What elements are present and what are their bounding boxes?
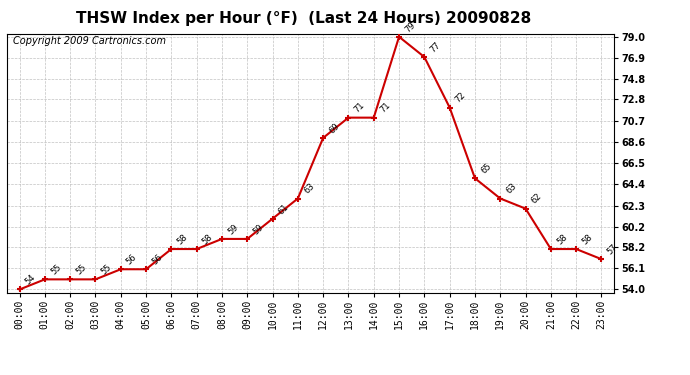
Text: 57: 57	[606, 243, 620, 256]
Text: 65: 65	[479, 162, 493, 176]
Text: 59: 59	[251, 222, 265, 236]
Text: 71: 71	[353, 101, 366, 115]
Text: 79: 79	[403, 20, 417, 34]
Text: 77: 77	[428, 40, 442, 54]
Text: 54: 54	[23, 273, 37, 287]
Text: 59: 59	[226, 222, 240, 236]
Text: Copyright 2009 Cartronics.com: Copyright 2009 Cartronics.com	[13, 36, 166, 46]
Text: 69: 69	[327, 121, 341, 135]
Text: 58: 58	[580, 232, 594, 246]
Text: THSW Index per Hour (°F)  (Last 24 Hours) 20090828: THSW Index per Hour (°F) (Last 24 Hours)…	[76, 11, 531, 26]
Text: 58: 58	[175, 232, 189, 246]
Text: 58: 58	[201, 232, 215, 246]
Text: 63: 63	[504, 182, 518, 196]
Text: 71: 71	[378, 101, 392, 115]
Text: 55: 55	[75, 263, 88, 277]
Text: 58: 58	[555, 232, 569, 246]
Text: 63: 63	[302, 182, 316, 196]
Text: 56: 56	[150, 253, 164, 267]
Text: 56: 56	[125, 253, 139, 267]
Text: 62: 62	[530, 192, 544, 206]
Text: 55: 55	[49, 263, 63, 277]
Text: 72: 72	[454, 91, 468, 105]
Text: 61: 61	[277, 202, 290, 216]
Text: 55: 55	[99, 263, 113, 277]
